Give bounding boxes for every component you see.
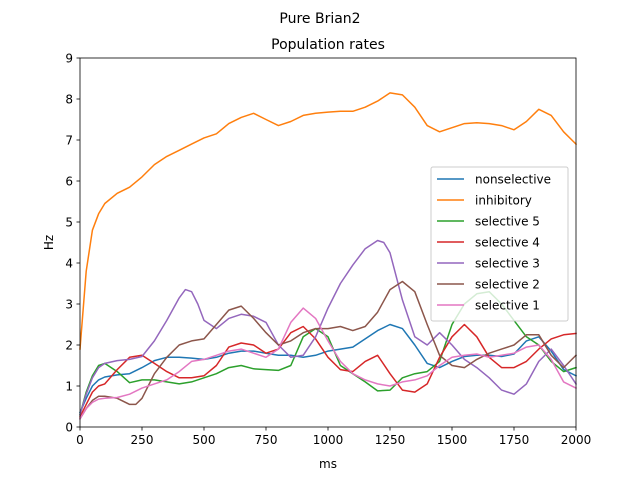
x-tick-label: 0 [76,433,84,447]
figure-suptitle: Pure Brian2 [279,11,360,27]
x-tick-label: 1750 [499,433,530,447]
y-tick-label: 1 [65,380,73,394]
x-tick-label: 500 [193,433,216,447]
legend-label: selective 1 [475,299,540,313]
y-tick-label: 2 [65,339,73,353]
y-tick-label: 4 [65,257,73,271]
series-line-selective-3 [79,239,578,416]
chart-title: Population rates [271,37,385,53]
series-line-inhibitory [79,92,578,350]
series-line-selective-1 [78,307,578,420]
series-line-nonselective [79,323,578,414]
x-tick-label: 1000 [313,433,344,447]
legend-label: selective 2 [475,278,540,292]
x-tick-label: 750 [255,433,278,447]
legend-label: selective 4 [475,236,540,250]
y-axis: 0 1 2 3 4 5 6 7 8 9 [65,52,80,435]
legend-label: selective 5 [475,215,540,229]
y-tick-label: 7 [65,134,73,148]
y-tick-label: 0 [65,421,73,435]
legend-label: inhibitory [475,194,532,208]
x-tick-label: 2000 [561,433,592,447]
x-tick-label: 1250 [375,433,406,447]
series-line-selective-2 [78,280,578,420]
y-tick-label: 5 [65,216,73,230]
legend: nonselective inhibitory selective 5 selecti… [430,166,569,322]
y-tick-label: 8 [65,93,73,107]
y-tick-label: 6 [65,175,73,189]
y-tick-label: 3 [65,298,73,312]
x-tick-label: 1500 [437,433,468,447]
y-tick-label: 9 [65,52,73,66]
legend-box [430,166,569,322]
legend-label: selective 3 [475,257,540,271]
legend-label: nonselective [475,173,551,187]
series-layer [78,92,578,420]
x-axis-label: ms [319,457,337,471]
x-axis: 0 250 500 750 1000 1250 1500 1750 2000 [76,427,591,447]
x-tick-label: 250 [131,433,154,447]
y-axis-label: Hz [42,235,56,250]
